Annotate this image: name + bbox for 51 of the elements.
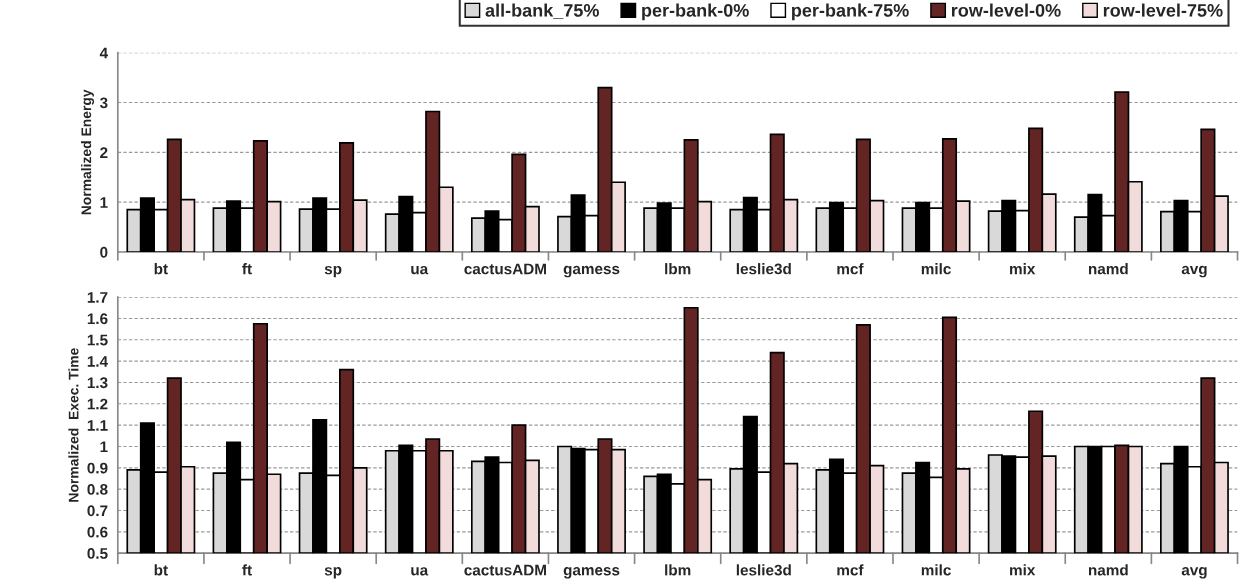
x-tick-label: leslie3d bbox=[736, 564, 791, 576]
y-tick-label: 1.7 bbox=[87, 292, 108, 303]
x-tick-label: mix bbox=[1010, 263, 1036, 275]
legend-label: all-bank_75% bbox=[485, 3, 599, 19]
y-tick-label: 4 bbox=[99, 47, 108, 59]
y-tick-label: 1 bbox=[100, 441, 108, 453]
legend-label: per-bank-0% bbox=[642, 3, 749, 21]
x-tick-label: sp bbox=[324, 265, 342, 278]
y-tick-label: 1.1 bbox=[87, 420, 108, 431]
y-tick-label: 1.5 bbox=[87, 334, 108, 346]
y-tick-label: 0.9 bbox=[87, 462, 108, 474]
x-tick-label: lbm bbox=[665, 564, 691, 576]
legend-label: row-level-75% bbox=[1103, 3, 1223, 17]
x-tick-label: gamess bbox=[563, 567, 620, 579]
y-tick-label: 1 bbox=[100, 197, 108, 208]
y-tick-label: 1.4 bbox=[87, 356, 108, 367]
x-tick-label: ft bbox=[242, 263, 252, 275]
legend-label: per-bank-75% bbox=[792, 3, 909, 21]
y-tick-label: 0.7 bbox=[87, 505, 108, 517]
y-tick-label: 0.6 bbox=[87, 526, 108, 538]
x-tick-label: mix bbox=[1010, 564, 1036, 576]
y-axis-title: Normalized Exec. Time bbox=[68, 348, 79, 502]
x-tick-label: milc bbox=[921, 263, 951, 275]
x-tick-label: mcf bbox=[837, 263, 864, 275]
x-tick-label: bt bbox=[154, 564, 168, 576]
y-tick-label: 1.3 bbox=[87, 377, 108, 389]
x-tick-label: avg bbox=[1181, 567, 1207, 579]
x-tick-label: ua bbox=[411, 265, 429, 275]
y-axis-title: Normalized Energy bbox=[81, 89, 95, 215]
y-tick-label: 0.5 bbox=[87, 548, 108, 559]
legend-label: row-level-0% bbox=[951, 3, 1061, 17]
y-tick-label: 1.2 bbox=[87, 398, 108, 410]
y-tick-label: 3 bbox=[99, 97, 108, 109]
y-tick-label: 0 bbox=[100, 246, 108, 258]
x-tick-label: mcf bbox=[837, 564, 864, 576]
x-tick-label: avg bbox=[1181, 265, 1207, 278]
y-tick-label: 0.8 bbox=[87, 484, 108, 495]
x-tick-label: namd bbox=[1088, 263, 1128, 275]
x-tick-label: cactusADM bbox=[464, 263, 546, 275]
x-tick-label: ua bbox=[411, 567, 429, 576]
x-tick-label: bt bbox=[154, 263, 168, 275]
x-tick-label: lbm bbox=[665, 263, 691, 275]
x-tick-label: ft bbox=[242, 564, 252, 576]
x-tick-label: gamess bbox=[563, 265, 620, 278]
x-tick-label: milc bbox=[921, 564, 951, 576]
y-tick-label: 2 bbox=[100, 147, 108, 158]
y-tick-label: 1.6 bbox=[87, 313, 108, 325]
x-tick-label: cactusADM bbox=[464, 564, 546, 576]
x-tick-label: namd bbox=[1088, 564, 1128, 576]
x-tick-label: sp bbox=[324, 567, 342, 579]
x-tick-label: leslie3d bbox=[736, 263, 791, 275]
